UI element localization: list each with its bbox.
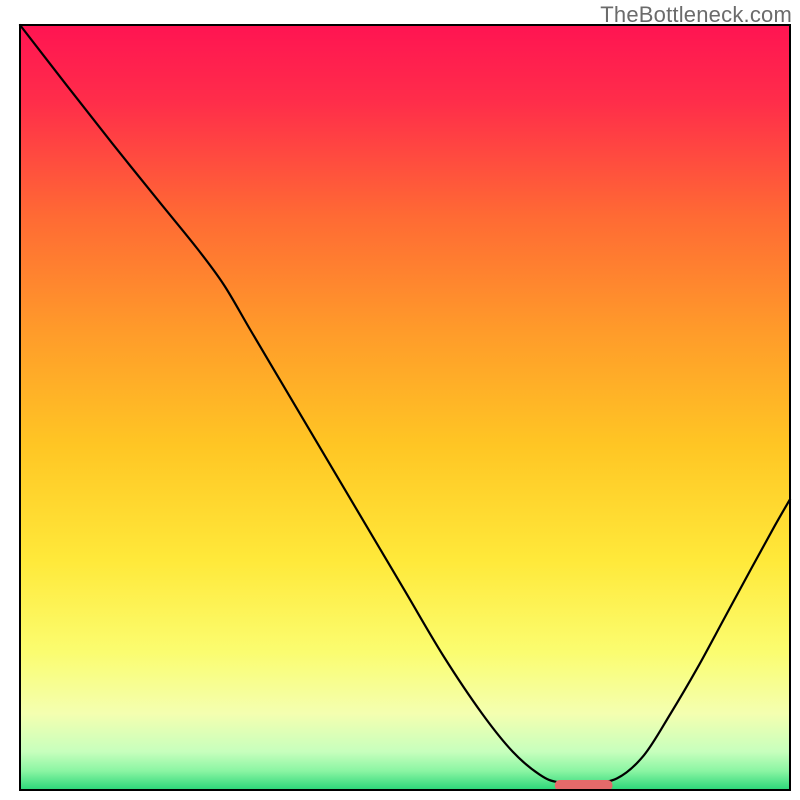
gradient-background [20, 25, 790, 790]
bottleneck-chart [0, 0, 800, 800]
chart-container: TheBottleneck.com [0, 0, 800, 800]
watermark-text: TheBottleneck.com [600, 2, 792, 28]
